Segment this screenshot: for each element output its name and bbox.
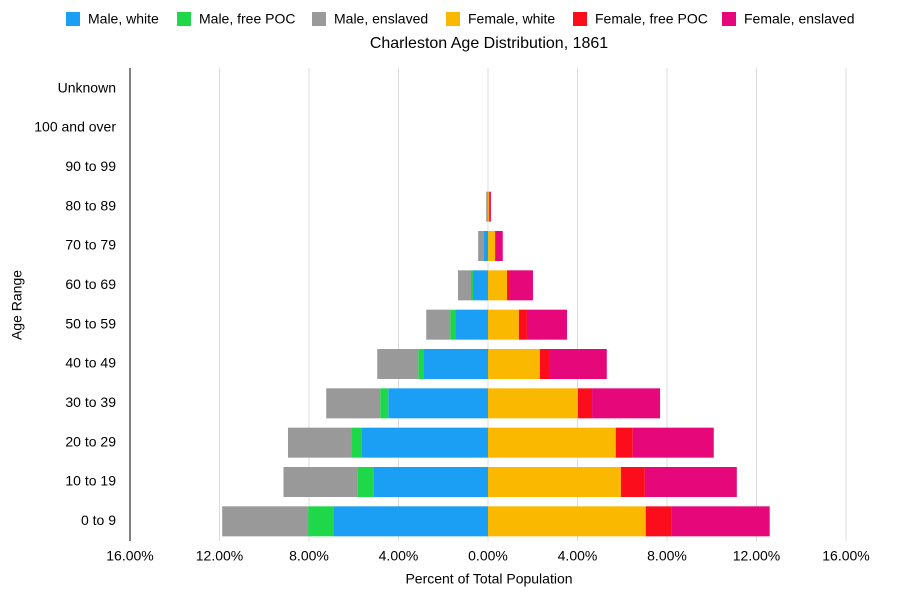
x-tick-label: 8.00% <box>289 548 329 564</box>
legend-label: Male, free POC <box>199 11 295 27</box>
bar <box>326 388 381 419</box>
x-tick-label: 12.00% <box>733 548 780 564</box>
bar <box>488 270 508 301</box>
bar <box>357 467 374 497</box>
bar <box>423 349 488 379</box>
y-tick-label: 100 and over <box>34 119 116 135</box>
bar <box>486 191 488 222</box>
bar <box>377 349 419 379</box>
bar <box>362 427 488 458</box>
legend-label: Female, white <box>468 11 555 27</box>
x-axis-label: Percent of Total Population <box>405 571 572 587</box>
bar <box>488 191 490 222</box>
bar <box>351 427 363 458</box>
bar <box>426 309 451 340</box>
bar <box>488 231 495 261</box>
bar <box>283 467 358 497</box>
y-axis-label: Age Range <box>9 270 25 340</box>
legend-swatch <box>177 12 191 26</box>
x-tick-label: 8.00% <box>647 548 687 564</box>
y-tick-label: Unknown <box>58 79 116 95</box>
x-tick-label: 16.00% <box>106 548 153 564</box>
x-tick-label: 4.00% <box>379 548 419 564</box>
bar <box>526 309 567 340</box>
bar <box>470 270 474 301</box>
bar <box>478 231 484 261</box>
y-tick-label: 20 to 29 <box>65 433 116 449</box>
bar <box>455 309 488 340</box>
bar <box>388 388 488 419</box>
bar <box>632 427 714 458</box>
x-tick-label: 16.00% <box>822 548 869 564</box>
x-tick-label: 12.00% <box>196 548 243 564</box>
bar <box>539 349 550 379</box>
bar <box>333 506 488 537</box>
grid: 16.00% 12.00% 8.00% 4.00% 0.00% 4.00% 8.00% 12.… <box>34 68 870 564</box>
y-tick-label: 60 to 69 <box>65 276 116 292</box>
bar <box>473 270 488 301</box>
legend-label: Female, enslaved <box>744 11 855 27</box>
bar <box>222 506 309 537</box>
bar <box>494 231 496 261</box>
bar <box>518 309 527 340</box>
bar <box>495 231 503 261</box>
y-tick-label: 0 to 9 <box>81 512 116 528</box>
bar <box>488 388 578 419</box>
bar <box>488 191 489 222</box>
legend-swatch <box>573 12 587 26</box>
bar <box>308 506 334 537</box>
y-tick-label: 40 to 49 <box>65 355 116 371</box>
y-tick-label: 30 to 39 <box>65 394 116 410</box>
bar <box>380 388 389 419</box>
bar <box>615 427 633 458</box>
bar <box>458 270 471 301</box>
bar <box>644 467 737 497</box>
x-tick-label: 4.00% <box>558 548 598 564</box>
bar <box>488 349 540 379</box>
legend: Male, white Male, free POC Male, enslaved F… <box>66 11 855 27</box>
bar <box>287 427 352 458</box>
legend-label: Male, enslaved <box>334 11 428 27</box>
bar <box>645 506 672 537</box>
legend-label: Female, free POC <box>595 11 708 27</box>
legend-swatch <box>312 12 326 26</box>
y-tick-label: 80 to 89 <box>65 197 116 213</box>
legend-swatch <box>722 12 736 26</box>
y-tick-label: 70 to 79 <box>65 237 116 253</box>
bar <box>509 270 533 301</box>
bars <box>222 191 770 537</box>
bar <box>549 349 607 379</box>
bar <box>620 467 645 497</box>
bar <box>671 506 770 537</box>
bar <box>488 309 519 340</box>
bar <box>488 427 616 458</box>
legend-swatch <box>446 12 460 26</box>
bar <box>489 191 491 222</box>
bar <box>373 467 488 497</box>
bar <box>507 270 510 301</box>
chart-title: Charleston Age Distribution, 1861 <box>370 35 608 52</box>
bar <box>450 309 456 340</box>
bar <box>577 388 593 419</box>
bar <box>488 506 646 537</box>
x-tick-label: 0.00% <box>468 548 508 564</box>
legend-label: Male, white <box>88 11 159 27</box>
y-tick-label: 50 to 59 <box>65 315 116 331</box>
bar <box>418 349 424 379</box>
bar <box>483 231 488 261</box>
y-tick-label: 10 to 19 <box>65 473 116 489</box>
bar <box>592 388 661 419</box>
legend-swatch <box>66 12 80 26</box>
y-tick-label: 90 to 99 <box>65 158 116 174</box>
bar <box>488 467 621 497</box>
bar <box>483 231 484 261</box>
